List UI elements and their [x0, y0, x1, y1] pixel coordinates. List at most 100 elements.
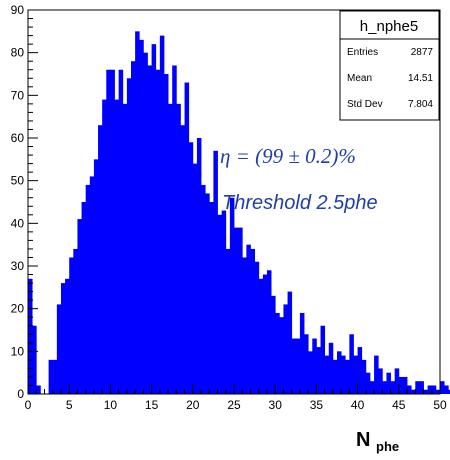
histogram-bar	[427, 385, 433, 394]
stats-entries-label: Entries	[347, 47, 378, 58]
histogram-bar	[184, 82, 190, 395]
histogram-bar	[390, 381, 396, 394]
histogram-bar	[192, 163, 198, 394]
y-tick-label: 50	[11, 174, 25, 188]
histogram-bar	[279, 317, 284, 394]
stats-title: h_nphe5	[360, 18, 418, 35]
histogram-bar	[209, 202, 214, 394]
histogram-bar	[131, 61, 136, 394]
histogram-bar	[159, 35, 165, 394]
histogram-bar	[106, 69, 111, 394]
histogram-bar	[201, 184, 206, 394]
histogram-bar	[444, 385, 449, 394]
histogram-bar	[56, 304, 62, 394]
histogram-bar	[242, 257, 247, 394]
x-axis-ticks: 0 5 10 15 20 25 30 35 40 45 50	[25, 384, 447, 412]
histogram-bar	[341, 355, 346, 394]
histogram-bar	[291, 338, 297, 394]
histogram-bar	[271, 295, 276, 394]
histogram-bar	[168, 103, 173, 394]
histogram-bar	[110, 69, 115, 394]
histogram-bar	[324, 355, 330, 394]
histogram-bar	[304, 334, 309, 394]
histogram-bar	[353, 355, 358, 394]
histogram-bar	[196, 138, 202, 394]
x-tick-label: 5	[66, 398, 73, 412]
histogram-bars	[28, 31, 450, 395]
x-tick-label: 10	[104, 398, 118, 412]
stats-box: h_nphe5 Entries 2877 Mean 14.51 Std Dev …	[339, 10, 440, 121]
y-tick-label: 10	[11, 344, 25, 358]
histogram-bar	[143, 52, 148, 395]
histogram-bar	[411, 389, 416, 394]
histogram-bar	[275, 312, 280, 394]
histogram-bar	[81, 202, 87, 394]
stats-stddev-value: 7.804	[408, 99, 433, 110]
histogram-bar	[172, 65, 177, 394]
histogram-bar	[423, 389, 429, 394]
histogram-bar	[77, 219, 82, 394]
histogram-bar	[250, 248, 255, 394]
histogram-bar	[394, 368, 400, 394]
histogram-bar	[48, 359, 54, 394]
histogram-bar	[73, 248, 78, 394]
histogram-bar	[221, 210, 227, 394]
x-tick-label: 20	[186, 398, 200, 412]
histogram-bar	[328, 342, 334, 394]
histogram-bar	[262, 274, 268, 394]
histogram-bar	[402, 376, 408, 394]
histogram-bar	[85, 184, 91, 394]
histogram-bar	[386, 372, 391, 394]
histogram-bar	[32, 325, 37, 394]
histogram-bar	[229, 197, 235, 394]
histogram-bar	[378, 368, 383, 394]
x-tick-label: 35	[310, 398, 324, 412]
histogram-bar	[246, 244, 251, 394]
histogram-bar	[205, 193, 210, 394]
histogram-bar	[176, 103, 181, 394]
histogram-bar	[155, 69, 161, 394]
y-tick-label: 40	[11, 216, 25, 230]
y-tick-label: 60	[11, 131, 25, 145]
histogram-bar	[69, 257, 74, 394]
histogram-bar	[52, 359, 58, 394]
histogram-bar	[225, 248, 231, 394]
histogram-bar	[332, 359, 338, 394]
x-axis-label-main: N	[356, 429, 370, 451]
threshold-annotation: Threshold 2.5phe	[222, 192, 378, 214]
histogram-bar	[374, 355, 379, 394]
stats-mean-label: Mean	[347, 73, 372, 84]
histogram-bar	[312, 338, 317, 394]
histogram-bar	[98, 125, 103, 394]
histogram-bar	[440, 381, 445, 394]
x-tick-label: 30	[269, 398, 283, 412]
histogram-bar	[448, 389, 450, 394]
histogram-bar	[266, 270, 272, 394]
histogram-bar	[320, 325, 326, 394]
histogram-bar	[139, 39, 144, 394]
histogram-bar	[36, 385, 41, 394]
y-tick-label: 80	[11, 46, 25, 60]
histogram-bar	[89, 176, 95, 394]
x-axis-label-subscript: phe	[376, 439, 399, 454]
x-tick-label: 45	[392, 398, 406, 412]
histogram-bar	[180, 125, 185, 394]
histogram-bar	[28, 278, 33, 394]
histogram-bar	[308, 351, 313, 394]
stats-stddev-label: Std Dev	[347, 99, 383, 110]
histogram-bar	[163, 74, 169, 394]
histogram-bar	[357, 347, 363, 394]
histogram-bar	[147, 65, 152, 394]
histogram-bar	[361, 359, 367, 394]
efficiency-annotation: η = (99 ± 0.2)%	[220, 144, 356, 168]
histogram-bar	[283, 304, 288, 394]
histogram-bar	[65, 278, 70, 394]
histogram-bar	[122, 103, 128, 394]
histogram-bar	[415, 381, 420, 394]
histogram-bar	[295, 338, 301, 394]
histogram-bar	[213, 150, 218, 394]
histogram-bar	[337, 351, 342, 394]
histogram-bar	[238, 227, 243, 394]
histogram-bar	[114, 99, 120, 394]
